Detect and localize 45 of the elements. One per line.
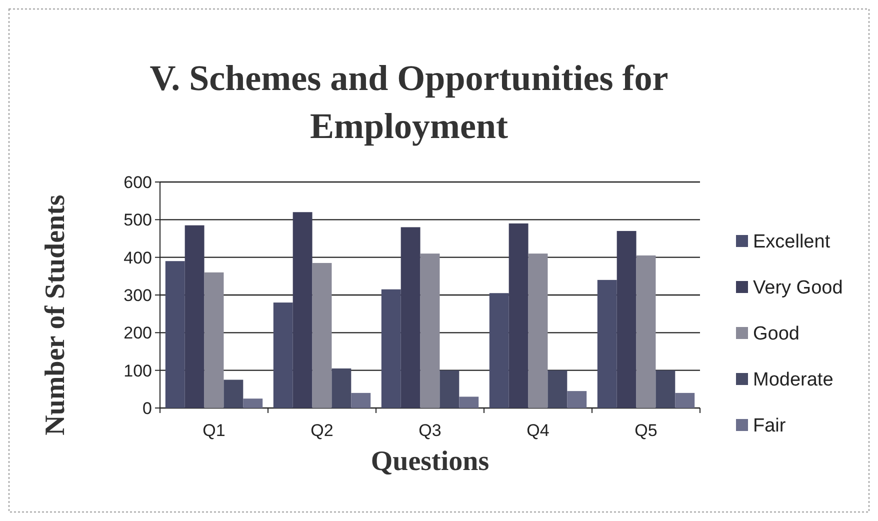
legend-label: Very Good <box>753 278 843 299</box>
x-tick-label: Q2 <box>310 421 334 440</box>
bar <box>597 280 617 408</box>
legend-label: Excellent <box>753 232 831 253</box>
bar <box>567 391 587 408</box>
bar <box>548 370 568 408</box>
x-tick-label: Q4 <box>526 421 550 440</box>
bar <box>489 293 509 408</box>
y-tick-label: 500 <box>124 210 152 230</box>
chart-title: V. Schemes and Opportunities for Employment <box>150 58 668 146</box>
y-tick-label: 0 <box>142 398 152 418</box>
bar <box>312 262 332 408</box>
bar <box>332 368 352 408</box>
bar <box>440 370 460 408</box>
bar <box>184 225 204 408</box>
bar <box>420 254 440 408</box>
bar <box>528 254 548 408</box>
legend-label: Fair <box>753 416 786 437</box>
bar <box>292 212 312 408</box>
bar <box>381 289 401 408</box>
bar <box>675 392 695 408</box>
y-axis-title: Number of Students <box>40 194 71 436</box>
x-tick-label: Q3 <box>418 421 442 440</box>
legend-label: Moderate <box>753 370 834 391</box>
bar <box>224 380 244 408</box>
bar <box>165 261 185 408</box>
y-tick-label: 300 <box>124 286 152 305</box>
bar <box>204 272 224 408</box>
x-axis-title: Questions <box>370 446 490 477</box>
y-tick-label: 400 <box>124 248 152 268</box>
y-tick-label: 200 <box>124 324 152 343</box>
legend-label: Good <box>753 324 800 345</box>
bar <box>243 398 263 408</box>
bar <box>616 230 636 408</box>
bar <box>508 223 528 408</box>
y-tick-label: 100 <box>124 361 152 380</box>
bar <box>400 227 420 408</box>
y-tick-label: 600 <box>124 172 152 192</box>
bar <box>351 392 371 408</box>
bar <box>636 255 656 408</box>
bar <box>656 370 676 408</box>
bar <box>273 302 293 408</box>
bar <box>459 396 479 408</box>
x-tick-label: Q5 <box>634 421 658 440</box>
x-tick-label: Q1 <box>202 421 226 440</box>
